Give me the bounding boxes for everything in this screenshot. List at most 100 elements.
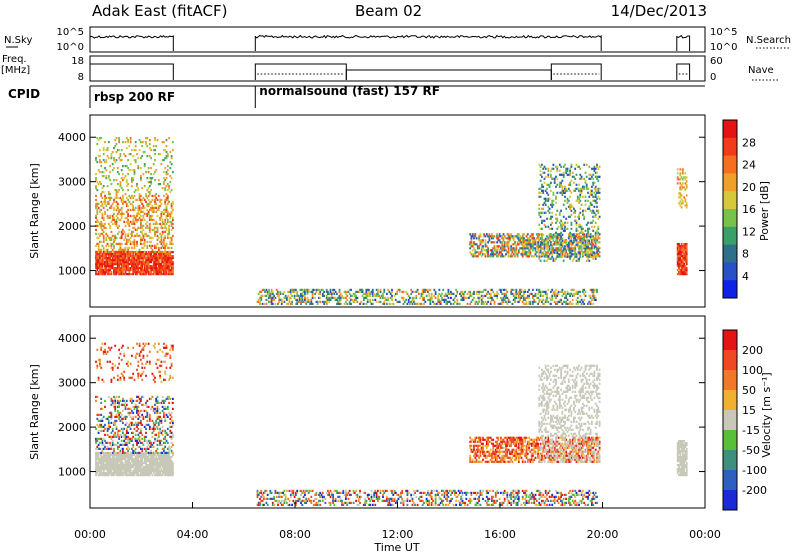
velocity-cell-817 (116, 405, 119, 408)
velocity-cell-40 (99, 458, 101, 461)
power-cell-984 (136, 212, 138, 215)
power-cell-2349 (556, 292, 559, 295)
power-cell-1775 (321, 288, 324, 291)
power-cell-1867 (357, 290, 360, 293)
power-cell-1619 (268, 290, 270, 293)
velocity-cell-339 (134, 470, 137, 473)
power-cell-2597 (500, 241, 502, 244)
power-cell-1632 (270, 288, 273, 291)
power-cell-1980 (407, 294, 410, 297)
power-cell-2780 (532, 233, 534, 236)
power-cell-1295 (95, 173, 97, 176)
power-cell-1451 (134, 161, 137, 164)
power-cell-1244 (166, 218, 169, 221)
power-cell-928 (129, 236, 132, 239)
power-cell-3780 (681, 271, 684, 274)
power-cell-438 (146, 257, 149, 260)
power-cell-2810 (538, 239, 541, 242)
power-cell-3242 (550, 257, 552, 260)
power-cell-2395 (575, 290, 578, 293)
power-cell-316 (132, 261, 135, 264)
power-cell-3533 (580, 237, 583, 240)
velocity-cell-670 (96, 439, 99, 442)
power-cell-3412 (567, 235, 570, 238)
velocity-cell-85 (104, 452, 106, 455)
power-cell-3228 (547, 175, 550, 178)
power-cell-3221 (547, 225, 550, 228)
velocity-cell-843 (120, 435, 123, 438)
velocity-cell-52 (100, 454, 103, 457)
power-cell-3715 (598, 215, 601, 218)
power-cell-895 (124, 200, 127, 203)
velocity-cell-169 (114, 464, 117, 467)
power-cell-3200 (544, 211, 547, 214)
power-cell-2450 (469, 233, 472, 236)
power-cell-1963 (397, 288, 400, 291)
power-cell-18 (96, 255, 99, 258)
power-cell-1427 (128, 153, 131, 156)
power-cell-80 (104, 263, 106, 266)
power-cell-2111 (462, 294, 465, 297)
power-cell-3075 (589, 247, 592, 250)
power-cell-171 (115, 269, 118, 272)
power-cell-406 (142, 255, 145, 258)
power-cell-2143 (478, 292, 480, 295)
power-cell-315 (132, 263, 135, 266)
power-cell-1147 (155, 196, 158, 199)
power-cell-2336 (552, 292, 555, 295)
power-cell-1501 (148, 185, 151, 188)
power-cell-489 (152, 259, 155, 262)
power-cell-2326 (547, 288, 550, 291)
power-cell-645 (170, 263, 173, 266)
power-cell-2893 (556, 247, 559, 250)
velocity-cell-799 (115, 443, 118, 446)
power-cell-313 (132, 267, 135, 270)
power-cell-2378 (569, 300, 571, 303)
power-cell-492 (152, 253, 155, 256)
power-cell-1605 (263, 288, 265, 291)
velocity-cell-515 (155, 464, 158, 467)
power-cell-3827 (685, 261, 688, 264)
power-cell-2747 (526, 237, 529, 240)
power-cell-943 (132, 242, 135, 245)
velocity-cell-501 (154, 474, 156, 477)
power-cell-2357 (560, 290, 562, 293)
power-cell-670 (95, 204, 97, 207)
power-cell-317 (132, 259, 135, 262)
power-cell-2630 (506, 237, 509, 240)
power-cell-926 (129, 242, 132, 245)
power-cell-3704 (597, 225, 600, 228)
velocity-cell-787 (114, 431, 117, 434)
power-cell-471 (150, 255, 152, 258)
power-cell-923 (128, 222, 131, 225)
power-cell-3558 (583, 215, 586, 218)
velocity-cell-433 (145, 456, 147, 459)
velocity-cell-569 (161, 462, 164, 465)
power-cell-3643 (592, 229, 595, 232)
power-cell-2025 (427, 290, 429, 293)
power-cell-802 (113, 240, 115, 243)
power-cell-978 (136, 240, 138, 243)
power-cell-398 (141, 251, 144, 254)
power-cell-1916 (375, 288, 378, 291)
power-cell-3855 (679, 174, 682, 177)
power-cell-1460 (137, 187, 140, 190)
velocity-cell-507 (154, 458, 156, 461)
power-cell-1681 (291, 300, 293, 303)
power-cell-955 (132, 196, 135, 199)
power-cell-1312 (99, 149, 101, 152)
power-cell-1729 (304, 292, 306, 295)
power-cell-1373 (115, 179, 118, 182)
velocity-cell-184 (115, 456, 118, 459)
power-cell-2876 (552, 249, 555, 252)
power-cell-473 (150, 251, 152, 254)
power-cell-2300 (538, 300, 541, 303)
power-cell-2194 (500, 296, 502, 299)
velocity-cell-618 (166, 458, 169, 461)
power-cell-1866 (356, 290, 359, 293)
velocity-cell-419 (143, 460, 146, 463)
power-cell-681 (96, 208, 99, 211)
power-cell-298 (129, 255, 132, 258)
power-cell-3354 (561, 225, 564, 228)
velocity-cell-50 (100, 458, 103, 461)
